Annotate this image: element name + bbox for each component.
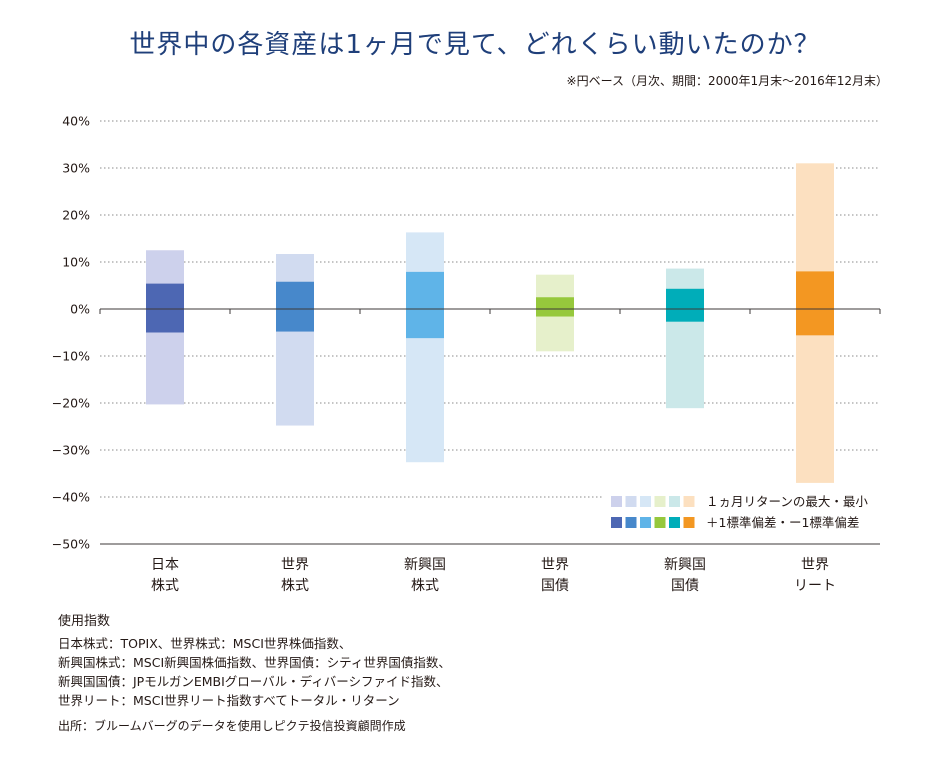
category-label: 世界 — [801, 557, 829, 573]
y-tick-label: 20% — [62, 208, 90, 223]
category-label: 日本 — [151, 557, 179, 573]
range-bar — [276, 254, 314, 426]
bars — [146, 163, 834, 483]
legend-swatch-range — [669, 496, 680, 507]
stdev-bar — [666, 288, 704, 322]
notes: 使用指数 日本株式：TOPIX、世界株式：MSCI世界株価指数、 新興国株式：M… — [58, 612, 451, 710]
legend: １ヵ月リターンの最大・最小 ＋1標準偏差・ー1標準偏差 — [602, 488, 886, 538]
y-axis-tick-labels: 40% 30% 20% 10% 0% −10% −20% −30% −40% −50% — [52, 114, 90, 552]
stdev-bar — [536, 297, 574, 317]
legend-swatch-stdev — [640, 517, 651, 528]
stdev-bar — [796, 271, 834, 336]
notes-line: 新興国国債：JPモルガンEMBIグローバル・ディバーシファイド指数、 — [58, 674, 449, 689]
legend-swatch-stdev — [683, 517, 695, 528]
legend-swatch-stdev — [611, 517, 622, 528]
legend-range-label: １ヵ月リターンの最大・最小 — [706, 494, 868, 509]
legend-swatch-range — [611, 496, 622, 507]
y-tick-label: 40% — [62, 114, 90, 129]
chart-title: 世界中の各資産は1ヶ月で見て、どれくらい動いたのか？ — [129, 30, 821, 60]
y-tick-label: 10% — [62, 255, 90, 270]
notes-heading: 使用指数 — [58, 614, 111, 629]
category-label: 世界 — [541, 557, 569, 573]
legend-swatch-range — [625, 496, 637, 507]
notes-line: 世界リート：MSCI世界リート指数すべてトータル・リターン — [58, 693, 400, 708]
y-tick-label: 30% — [62, 161, 90, 176]
stdev-bar — [146, 283, 184, 333]
category-label: 株式 — [151, 578, 179, 594]
stdev-bar — [276, 281, 314, 332]
y-tick-label: −20% — [52, 396, 90, 411]
y-tick-label: −10% — [52, 349, 90, 364]
zero-axis — [99, 308, 881, 545]
notes-line: 日本株式：TOPIX、世界株式：MSCI世界株価指数、 — [58, 636, 352, 651]
y-tick-label: −50% — [52, 537, 90, 552]
category-label: リート — [794, 578, 836, 594]
category-label: 株式 — [281, 578, 309, 594]
x-axis-category-labels: 日本株式 世界株式 新興国株式 世界国債 新興国国債 世界リート — [151, 557, 836, 594]
legend-swatch-stdev — [625, 517, 637, 528]
category-label: 新興国 — [404, 557, 446, 573]
legend-swatch-range — [654, 496, 666, 507]
chart-subtitle: ※円ベース（月次、期間：2000年1月末〜2016年12月末） — [566, 74, 888, 88]
stdev-bar — [406, 271, 444, 339]
notes-line: 新興国株式：MSCI新興国株価指数、世界国債：シティ世界国債指数、 — [58, 655, 451, 670]
category-label: 国債 — [541, 578, 569, 594]
source-note: 出所：ブルームバーグのデータを使用しピクテ投信投資顧問作成 — [58, 719, 406, 733]
legend-swatch-stdev — [654, 517, 666, 528]
y-tick-label: 0% — [70, 302, 90, 317]
chart-canvas: 40% 30% 20% 10% 0% −10% −20% −30% −40% −50% 日本株式 世… — [51, 113, 886, 594]
y-tick-label: −30% — [52, 443, 90, 458]
category-label: 世界 — [281, 557, 309, 573]
legend-swatch-range — [683, 496, 695, 507]
legend-swatch-stdev — [669, 517, 680, 528]
grid-lines — [100, 120, 880, 545]
category-label: 国債 — [671, 578, 699, 594]
category-label: 株式 — [411, 578, 439, 594]
legend-swatch-range — [640, 496, 651, 507]
legend-stdev-label: ＋1標準偏差・ー1標準偏差 — [706, 515, 859, 530]
range-bar — [406, 232, 444, 463]
y-tick-label: −40% — [52, 490, 90, 505]
category-label: 新興国 — [664, 557, 706, 573]
